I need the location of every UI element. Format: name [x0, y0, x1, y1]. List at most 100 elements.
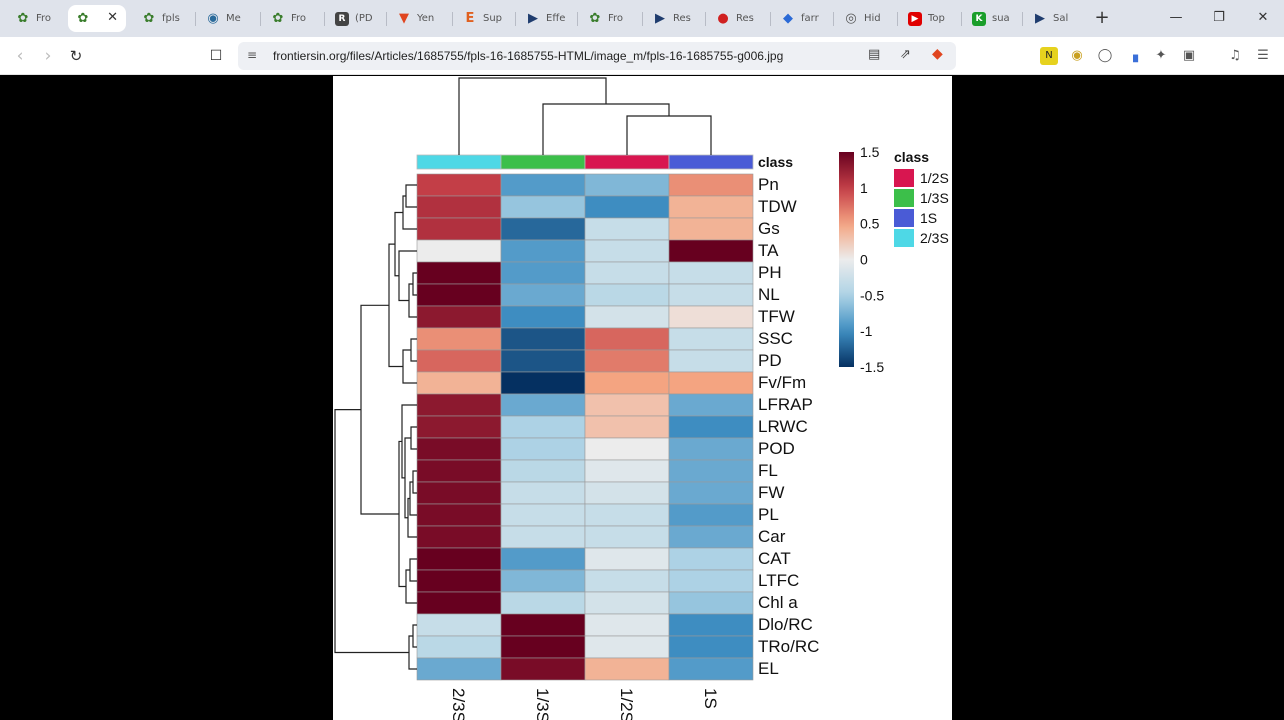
reload-icon[interactable]: ↻ — [69, 47, 83, 65]
heatmap-cell — [668, 217, 754, 241]
heatmap-cell — [416, 195, 502, 219]
reader-mode-icon[interactable]: ▤ — [868, 47, 881, 62]
row-label: Gs — [758, 219, 780, 238]
restore-icon[interactable]: ❐ — [1213, 10, 1225, 25]
browser-tab[interactable]: ▶ Res — [645, 5, 701, 32]
new-tab-button[interactable]: + — [1094, 7, 1110, 28]
heatmap-cell — [416, 657, 502, 681]
colorbar-tick-label: 0.5 — [860, 216, 880, 232]
heatmap-cell — [500, 459, 586, 483]
browser-tab[interactable]: ▶ Sal — [1025, 5, 1081, 32]
researchgate-icon: ● — [717, 10, 729, 26]
heatmap-cell — [668, 569, 754, 593]
browser-tab[interactable]: ◎ Hid — [836, 5, 892, 32]
row-label: PD — [758, 351, 782, 370]
heatmap-cell — [416, 283, 502, 307]
row-label: Chl a — [758, 593, 798, 612]
row-label: TFW — [758, 307, 795, 326]
browser-tab[interactable]: R (PD — [327, 5, 383, 32]
heatmap-cell — [416, 613, 502, 637]
column-label: 1/3S — [533, 688, 552, 720]
extension-chart-icon[interactable]: ▗ — [1128, 48, 1138, 63]
bookmark-icon[interactable]: ☐ — [209, 48, 223, 64]
browser-tab[interactable]: ▼ Yen — [389, 5, 445, 32]
heatmap-cell — [500, 195, 586, 219]
site-info-icon[interactable]: ≡ — [247, 48, 258, 62]
tab-title: Sup — [483, 13, 503, 24]
heatmap-cell — [500, 503, 586, 527]
arrow-icon: ▶ — [528, 10, 538, 26]
back-icon[interactable]: ‹ — [16, 46, 24, 66]
extension-shield-icon[interactable]: ◯ — [1097, 48, 1113, 63]
r2-icon: R — [335, 11, 349, 26]
globe-icon: ◎ — [845, 10, 857, 26]
browser-tab[interactable]: ◉ Me — [198, 5, 254, 32]
brave-shield-icon[interactable]: ◆ — [932, 46, 943, 62]
browser-tab[interactable]: ▶ Effe — [518, 5, 574, 32]
extension-norton-icon[interactable]: N — [1040, 47, 1058, 65]
browser-tab[interactable]: ✿ Fro — [580, 5, 636, 32]
heatmap-cell — [500, 393, 586, 417]
browser-tab[interactable]: ✿ fpls — [134, 5, 190, 32]
heatmap-cell — [584, 459, 670, 483]
browser-tab[interactable]: ✿ ✕ — [68, 5, 126, 32]
row-dendrogram-branch — [402, 349, 417, 384]
menu-icon[interactable]: ☰ — [1257, 48, 1269, 63]
row-dendrogram-branch — [407, 497, 417, 538]
tab-title: Top — [928, 13, 945, 24]
media-icon[interactable]: ♫ — [1229, 48, 1241, 63]
heatmap-figure: class Pn TDW Gs TA PH NL TFW SSC PD Fv/Fm LFRAP LRWC… — [334, 77, 949, 720]
row-dendrogram-branch — [410, 338, 417, 362]
browser-tab[interactable]: ✿ Fro — [8, 5, 64, 32]
heatmap-cell — [416, 481, 502, 505]
legend-label: 1S — [920, 210, 937, 226]
row-label: TDW — [758, 197, 797, 216]
heatmap-cell — [668, 503, 754, 527]
browser-tab[interactable]: ✿ Fro — [263, 5, 319, 32]
heatmap-cell — [500, 657, 586, 681]
heatmap-cell — [668, 261, 754, 285]
tab-separator — [260, 12, 261, 26]
tab-separator — [324, 12, 325, 26]
heatmap-cell — [500, 437, 586, 461]
row-label: TRo/RC — [758, 637, 819, 656]
tab-separator — [452, 12, 453, 26]
heatmap-cell — [500, 349, 586, 373]
share-icon[interactable]: ⇗ — [900, 47, 911, 62]
url-text[interactable]: frontiersin.org/files/Articles/1685755/f… — [273, 49, 784, 63]
minimize-icon[interactable]: — — [1169, 10, 1183, 25]
browser-tab[interactable]: ◆ farr — [773, 5, 829, 32]
browser-tab[interactable]: ● Res — [708, 5, 764, 32]
tab-separator — [961, 12, 962, 26]
heatmap-cell — [500, 173, 586, 197]
row-dendrogram-branch — [410, 426, 417, 450]
tab-title: Fro — [608, 13, 624, 24]
heatmap-cell — [416, 349, 502, 373]
wallet-icon[interactable]: ▣ — [1182, 48, 1196, 63]
heatmap-cell — [416, 525, 502, 549]
address-bar[interactable]: ≡ frontiersin.org/files/Articles/1685755… — [238, 42, 956, 70]
tab-title: Fro — [36, 13, 52, 24]
tab-separator — [1022, 12, 1023, 26]
browser-tab[interactable]: ▶ Top — [900, 5, 956, 32]
extension-cookie-icon[interactable]: ◉ — [1071, 48, 1083, 63]
close-tab-icon[interactable]: ✕ — [107, 10, 118, 25]
close-window-icon[interactable]: ✕ — [1257, 10, 1269, 25]
tab-title: Hid — [864, 13, 881, 24]
diamond-icon: ◆ — [783, 10, 793, 26]
row-label: LRWC — [758, 417, 808, 436]
column-dendrogram-branch — [626, 115, 712, 155]
row-label: Pn — [758, 175, 779, 194]
forward-icon[interactable]: › — [44, 46, 52, 66]
extensions-puzzle-icon[interactable]: ✦ — [1155, 48, 1167, 63]
column-label: 1S — [701, 688, 720, 709]
frontiers-icon: ✿ — [272, 10, 284, 26]
row-label: SSC — [758, 329, 793, 348]
heatmap-cell — [584, 393, 670, 417]
tab-separator — [386, 12, 387, 26]
row-label: EL — [758, 659, 779, 678]
heatmap-cell — [584, 217, 670, 241]
column-dendrogram-branch — [458, 77, 607, 155]
browser-tab[interactable]: E Sup — [455, 5, 511, 32]
